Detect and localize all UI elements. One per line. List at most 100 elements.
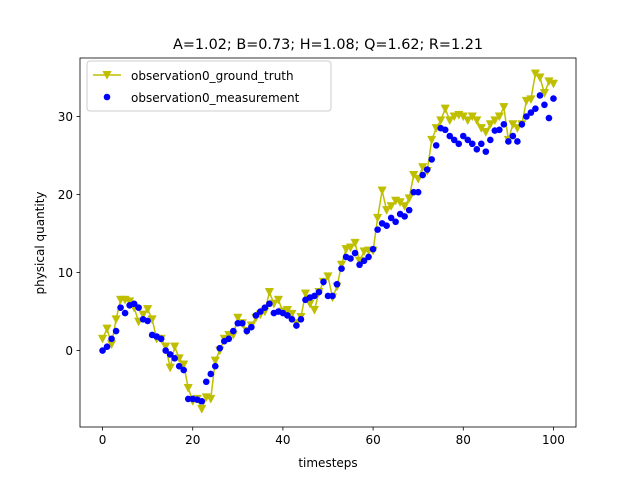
ground-truth-marker — [102, 324, 112, 334]
x-tick-label: 60 — [365, 433, 380, 447]
measurement-point — [333, 280, 341, 288]
legend-ground-truth-label: observation0_ground_truth — [131, 69, 294, 83]
ground-truth-marker — [548, 79, 559, 89]
measurement-point — [207, 370, 215, 378]
measurement-point — [410, 188, 417, 196]
legend-frame — [86, 60, 332, 112]
ground-truth-marker — [382, 206, 392, 215]
measurement-point — [202, 378, 210, 386]
ground-truth-marker — [165, 363, 175, 373]
ground-truth-marker — [323, 272, 333, 282]
ground-truth-marker — [161, 342, 171, 352]
measurement-point — [293, 322, 300, 329]
measurement-point — [162, 347, 169, 354]
ground-truth-marker — [345, 243, 356, 253]
chart-title: A=1.02; B=0.73; H=1.08; Q=1.62; R=1.21 — [173, 37, 483, 53]
ground-truth-marker — [97, 334, 108, 344]
ground-truth-marker — [350, 238, 360, 248]
y-axis-label: physical quantity — [33, 191, 47, 294]
y-tick-label: 0 — [65, 344, 73, 358]
measurement-point — [239, 319, 246, 327]
measurement-point — [351, 249, 359, 257]
measurement-point — [360, 257, 368, 265]
measurement-point — [266, 300, 273, 308]
measurement-point — [130, 300, 138, 308]
measurement-point — [324, 292, 332, 300]
measurement-point — [338, 265, 345, 272]
axes: 0 20 40 60 80 100 0 10 20 30 — [58, 57, 577, 447]
measurement-point — [414, 188, 422, 196]
measurement-point — [166, 351, 174, 358]
ground-truth-marker — [445, 116, 455, 126]
measurement-point — [401, 213, 408, 220]
ground-truth-marker — [490, 116, 500, 126]
measurement-point — [257, 308, 264, 315]
measurement-point — [550, 95, 557, 102]
ground-truth-marker — [485, 120, 495, 130]
measurement-point — [545, 114, 553, 122]
measurement-point — [211, 362, 219, 370]
measurement-point — [157, 335, 165, 343]
measurement-point — [175, 362, 183, 370]
measurement-point — [261, 304, 269, 311]
measurement-point — [180, 366, 188, 374]
measurement-point — [432, 142, 440, 149]
measurement-point — [527, 109, 535, 116]
ground-truth-marker — [210, 356, 220, 366]
measurement-point — [284, 312, 291, 319]
measurement-point — [320, 278, 327, 286]
measurement-point — [103, 343, 111, 350]
ground-truth-marker — [111, 315, 121, 325]
ground-truth-marker — [183, 383, 193, 393]
legend-ground-truth-marker — [93, 70, 121, 80]
ground-truth-marker — [436, 116, 446, 126]
ground-truth-marker — [481, 128, 491, 137]
measurement-point — [446, 132, 454, 140]
measurement-point — [482, 148, 490, 155]
axes-frame — [79, 57, 577, 428]
measurement-point — [478, 140, 485, 148]
measurement-point — [509, 132, 517, 140]
measurement-point — [383, 222, 390, 230]
measurement-point — [428, 156, 436, 163]
ground-truth-marker — [264, 288, 274, 297]
measurement-point — [315, 288, 323, 296]
measurement-point — [243, 327, 251, 335]
measurement-point — [356, 261, 363, 269]
measurement-point — [248, 323, 255, 331]
ground-truth-marker — [400, 202, 410, 211]
measurement-point — [108, 335, 115, 343]
y-tick-label: 30 — [58, 110, 73, 124]
legend-measurement-marker — [103, 93, 111, 101]
measurement-point — [374, 226, 381, 233]
legend-measurement-label: observation0_measurement — [131, 91, 300, 105]
ground-truth-marker — [336, 260, 347, 270]
ground-truth-marker — [535, 73, 545, 83]
ground-truth-marker — [427, 135, 437, 145]
measurement-point — [234, 319, 242, 327]
ground-truth-marker — [309, 305, 320, 315]
ground-truth-marker — [138, 310, 148, 320]
ground-truth-marker — [170, 342, 180, 352]
ground-truth-marker — [472, 116, 482, 126]
measurement-point — [230, 327, 237, 335]
legend-ground-truth-triangle — [102, 70, 112, 80]
measurement-point — [121, 309, 129, 317]
measurement-point — [288, 316, 296, 323]
measurement-point — [112, 327, 120, 335]
x-tick-label: 40 — [275, 433, 290, 447]
measurement-point — [441, 126, 449, 134]
ground-truth-marker — [526, 95, 536, 105]
measurement-point — [225, 335, 233, 343]
ground-truth-marker — [273, 295, 284, 305]
measurement-point — [347, 255, 354, 262]
measurement-point — [514, 138, 521, 145]
measurement-point — [117, 304, 124, 311]
measurement-point — [171, 355, 178, 362]
ground-truth-marker — [377, 186, 387, 196]
measurement-point — [405, 206, 413, 214]
measurement-point — [496, 126, 503, 134]
measurement-point — [144, 317, 151, 325]
ground-truth-marker — [494, 112, 504, 122]
